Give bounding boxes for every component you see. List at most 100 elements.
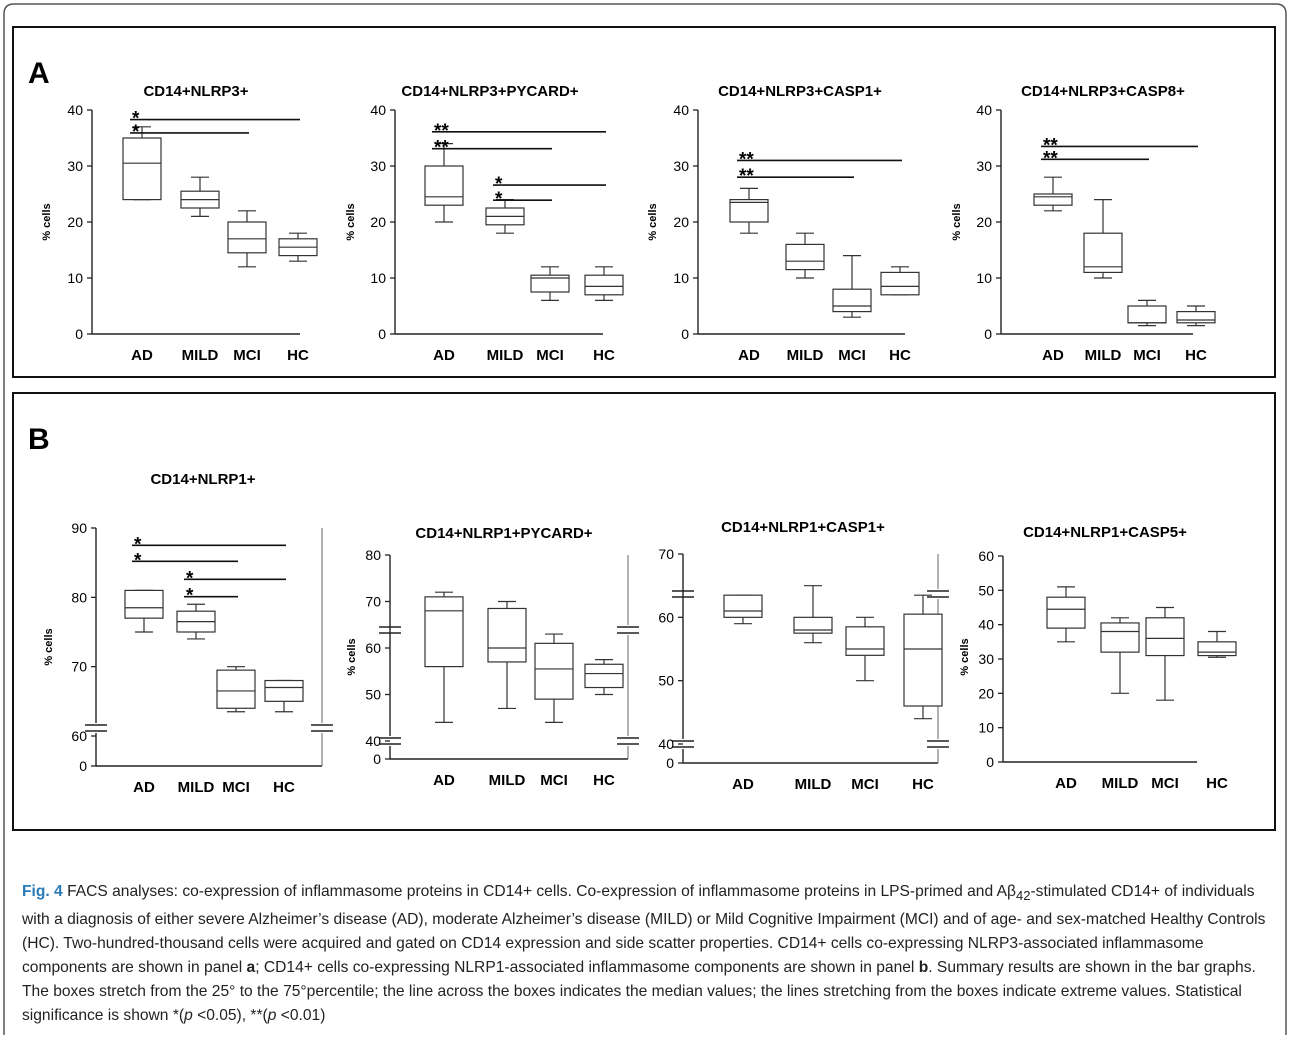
y-tick-label: 0 xyxy=(79,758,87,774)
panel-a-label: A xyxy=(28,57,50,90)
y-tick-label: 40 xyxy=(67,102,83,118)
x-tick-label: MILD xyxy=(489,772,526,789)
x-tick-label: MILD xyxy=(182,347,219,364)
y-tick-label: 50 xyxy=(978,582,994,598)
x-tick-label: MCI xyxy=(1133,347,1161,364)
box-iqr xyxy=(534,642,574,700)
plot-title: CD14+NLRP3+CASP8+ xyxy=(1021,83,1185,100)
plot-title: CD14+NLRP1+CASP1+ xyxy=(721,519,885,536)
x-tick-label: MILD xyxy=(1102,775,1139,792)
box-ad xyxy=(424,143,464,223)
box-mci xyxy=(1127,299,1167,327)
y-tick-label: 0 xyxy=(984,326,992,342)
y-axis-label: % cells xyxy=(647,203,659,240)
plot-title: CD14+NLRP1+PYCARD+ xyxy=(415,525,592,542)
y-tick-label: 0 xyxy=(666,755,674,771)
boxplot-8: CD14+NLRP1+CASP5+ % cells 0 10 20 30 40 50 60 AD M… xyxy=(959,524,1237,792)
box-iqr xyxy=(1176,311,1216,324)
x-tick-label: HC xyxy=(889,347,911,364)
box-mci xyxy=(1145,606,1185,701)
x-tick-label: AD xyxy=(1042,347,1064,364)
box-mild xyxy=(180,176,220,217)
panel-b-label: B xyxy=(28,423,50,456)
y-tick-label: 20 xyxy=(673,214,689,230)
y-tick-label: 20 xyxy=(67,214,83,230)
significance-label: * xyxy=(132,109,140,130)
y-tick-label: 70 xyxy=(658,546,674,562)
y-tick-label: 10 xyxy=(67,270,83,286)
box-ad xyxy=(723,594,763,625)
significance-label: ** xyxy=(434,121,449,142)
box-iqr xyxy=(216,669,256,709)
boxplot-7: CD14+NLRP1+CASP1+ 0 40 50 60 70 AD MILD MCI HC xyxy=(658,519,949,793)
y-tick-label: 0 xyxy=(75,326,83,342)
box-iqr xyxy=(785,243,825,271)
x-tick-label: MILD xyxy=(787,347,824,364)
x-tick-label: MILD xyxy=(487,347,524,364)
y-axis-label: % cells xyxy=(346,638,358,675)
box-iqr xyxy=(124,589,164,619)
x-tick-label: MCI xyxy=(540,772,568,789)
box-iqr xyxy=(487,607,527,663)
significance-label: * xyxy=(495,174,503,195)
y-tick-label: 40 xyxy=(976,102,992,118)
y-tick-label: 10 xyxy=(976,270,992,286)
box-hc xyxy=(264,679,304,713)
x-tick-label: MCI xyxy=(536,347,564,364)
plot-title: CD14+NLRP3+PYCARD+ xyxy=(401,83,578,100)
y-tick-label: 40 xyxy=(658,736,674,752)
y-tick-label: 20 xyxy=(978,685,994,701)
box-iqr xyxy=(1127,305,1167,324)
box-hc xyxy=(1176,305,1216,327)
box-hc xyxy=(880,266,920,296)
box-iqr xyxy=(424,165,464,206)
y-tick-label: 60 xyxy=(365,640,381,656)
y-tick-label: 40 xyxy=(365,733,381,749)
boxplot-3: CD14+NLRP3+CASP1+ % cells 0 10 20 30 40 AD MILD M… xyxy=(647,83,920,364)
box-ad xyxy=(1033,176,1073,212)
plot-title: CD14+NLRP3+CASP1+ xyxy=(718,83,882,100)
caption-figure-label: Fig. 4 xyxy=(22,883,63,900)
figure-caption: Fig. 4 FACS analyses: co-expression of i… xyxy=(22,880,1272,1028)
y-axis-label: % cells xyxy=(959,638,971,675)
y-tick-label: 30 xyxy=(370,158,386,174)
box-iqr xyxy=(584,663,624,689)
box-ad xyxy=(124,589,164,633)
significance-label: ** xyxy=(1043,148,1058,169)
box-iqr xyxy=(1033,193,1073,206)
significance-label: * xyxy=(186,568,194,589)
x-tick-label: MILD xyxy=(178,779,215,796)
box-mild xyxy=(785,232,825,279)
y-tick-label: 60 xyxy=(978,548,994,564)
box-hc xyxy=(903,594,943,720)
x-tick-label: HC xyxy=(593,347,615,364)
box-ad xyxy=(122,126,162,201)
y-axis-label: % cells xyxy=(43,628,55,665)
y-tick-label: 0 xyxy=(378,326,386,342)
box-iqr xyxy=(584,274,624,296)
y-tick-label: 30 xyxy=(976,158,992,174)
x-tick-label: AD xyxy=(1055,775,1077,792)
box-mild xyxy=(487,600,527,710)
x-tick-label: HC xyxy=(912,776,934,793)
box-mci xyxy=(216,666,256,713)
boxplot-1: CD14+NLRP3+ % cells 0 10 20 30 40 AD MILD MCI HC ** xyxy=(41,83,318,364)
box-mci xyxy=(227,210,267,268)
box-mci xyxy=(534,633,574,724)
box-mci xyxy=(530,266,570,301)
x-tick-label: HC xyxy=(593,772,615,789)
plot-title: CD14+NLRP3+ xyxy=(143,83,248,100)
y-tick-label: 30 xyxy=(978,651,994,667)
box-hc xyxy=(278,232,318,262)
box-hc xyxy=(1197,630,1237,658)
significance-label: ** xyxy=(434,138,449,159)
box-iqr xyxy=(723,594,763,618)
significance-label: ** xyxy=(1043,135,1058,156)
y-axis-label: % cells xyxy=(41,203,53,240)
x-tick-label: AD xyxy=(732,776,754,793)
box-mild xyxy=(793,585,833,644)
box-iqr xyxy=(530,274,570,293)
caption-text: FACS analyses: co-expression of inflamma… xyxy=(22,883,1266,1025)
